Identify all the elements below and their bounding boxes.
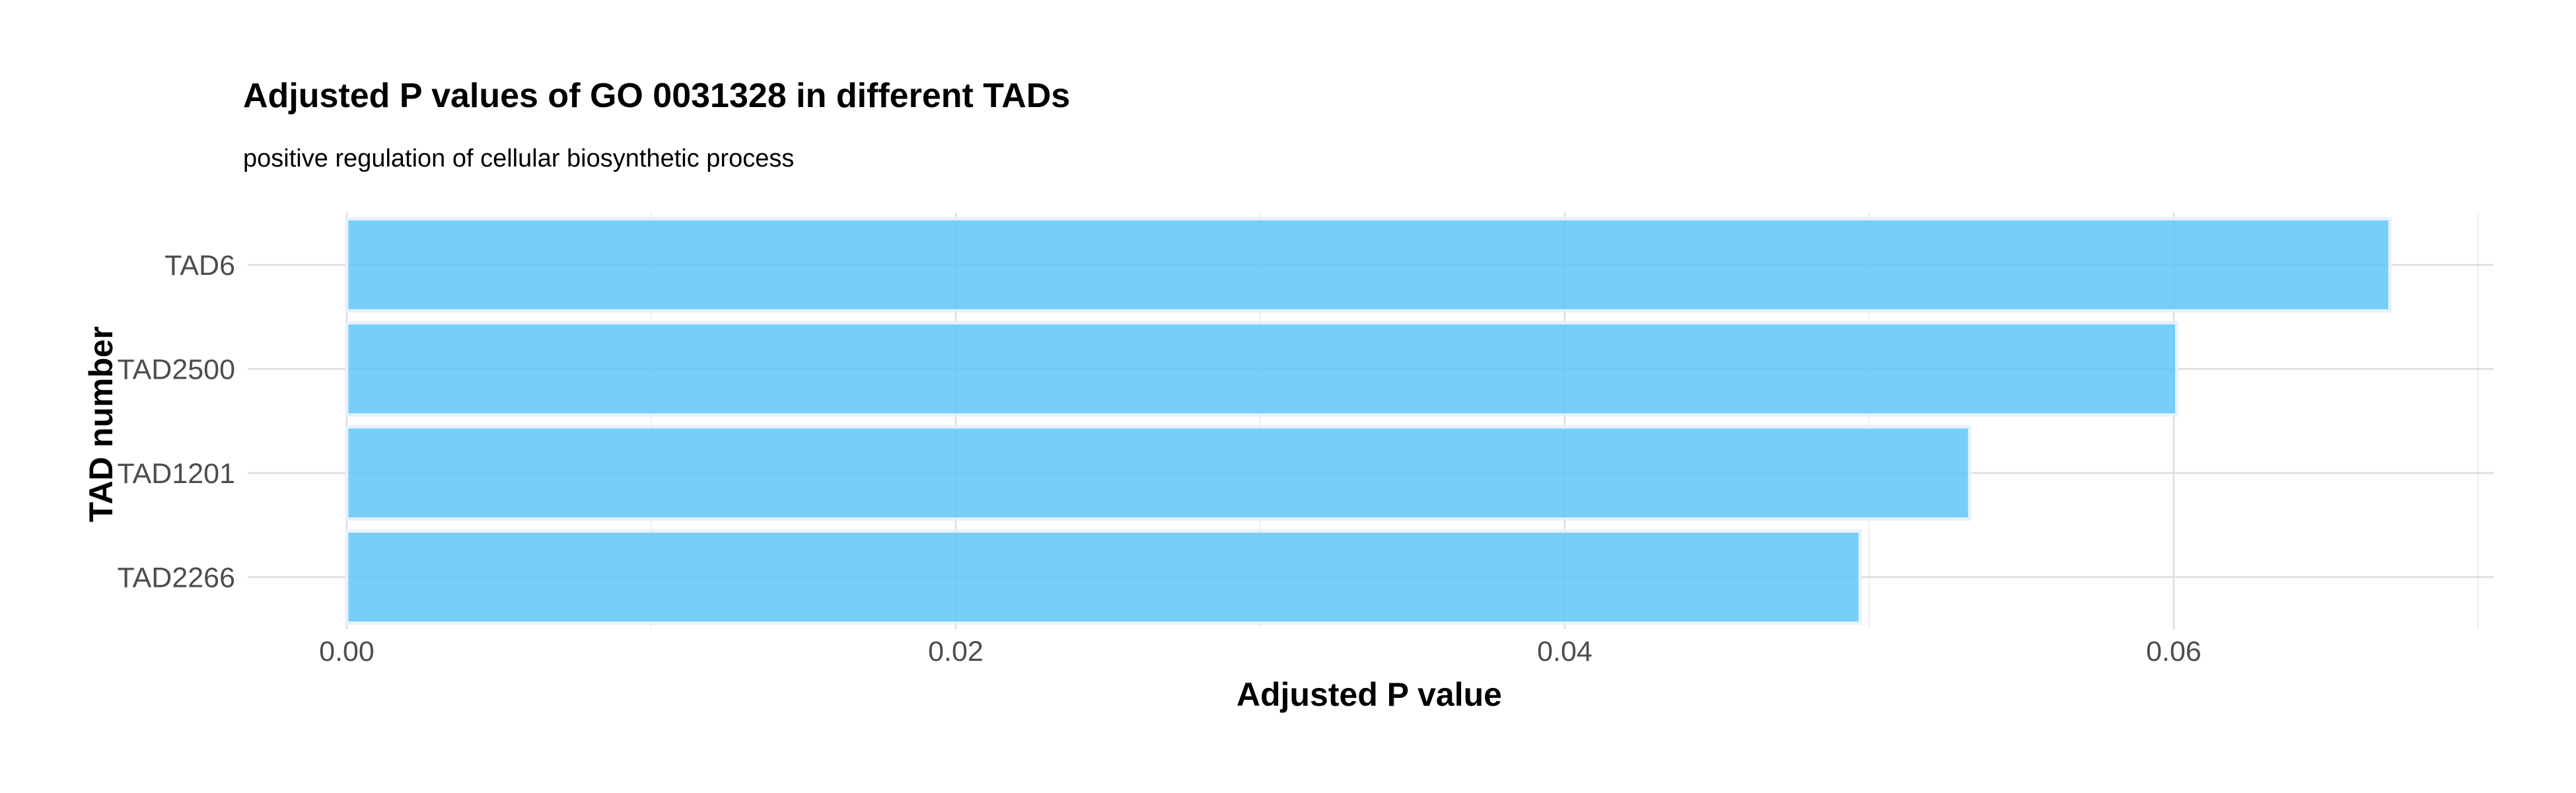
chart-subtitle: positive regulation of cellular biosynth… xyxy=(243,145,794,172)
bar-tad2500 xyxy=(345,321,2179,417)
bar-tad1201 xyxy=(345,425,1972,521)
x-tick-label: 0.04 xyxy=(1537,636,1592,667)
chart-title: Adjusted P values of GO 0031328 in diffe… xyxy=(243,77,1070,115)
x-tick-label: 0.06 xyxy=(2146,636,2201,667)
bar-tad2266 xyxy=(345,529,1862,625)
x-axis-title: Adjusted P value xyxy=(1236,676,1502,713)
x-tick-label: 0.02 xyxy=(928,636,984,667)
bars xyxy=(345,217,2392,625)
y-tick-label: TAD2500 xyxy=(118,354,235,385)
x-tick-labels: 0.00 0.02 0.04 0.06 xyxy=(319,636,2201,667)
y-tick-label: TAD2266 xyxy=(118,562,235,593)
y-tick-label: TAD1201 xyxy=(118,458,235,490)
y-tick-labels: TAD6 TAD2500 TAD1201 TAD2266 xyxy=(118,250,235,594)
bar-tad6 xyxy=(345,217,2392,313)
y-axis-title: TAD number xyxy=(83,326,120,522)
x-tick-label: 0.00 xyxy=(319,636,375,667)
y-tick-label: TAD6 xyxy=(164,250,235,282)
